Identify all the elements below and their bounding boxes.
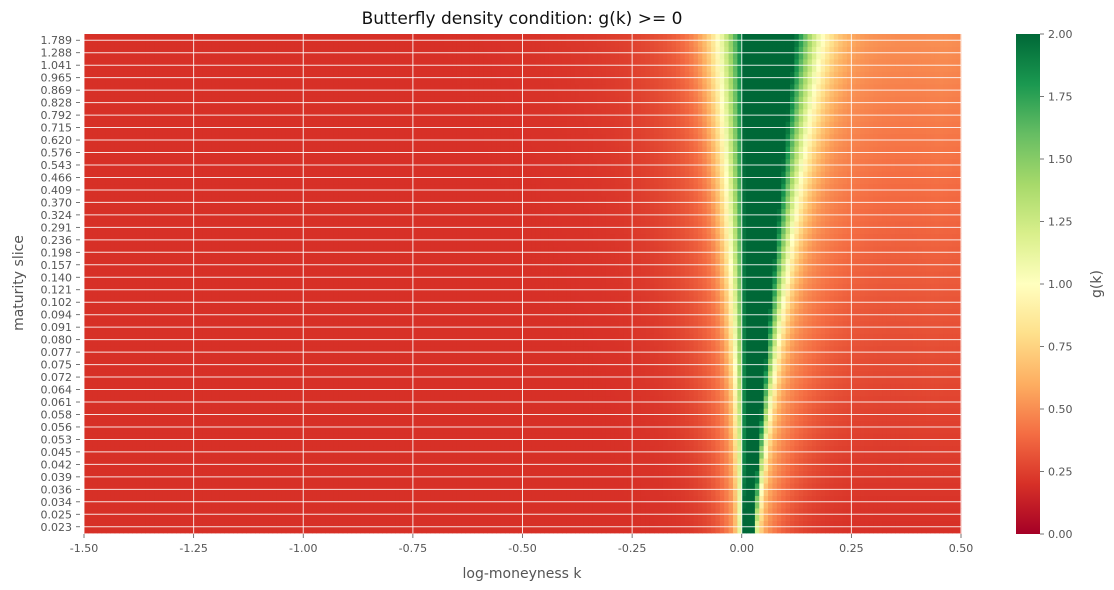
- chart-title: Butterfly density condition: g(k) >= 0: [362, 9, 683, 29]
